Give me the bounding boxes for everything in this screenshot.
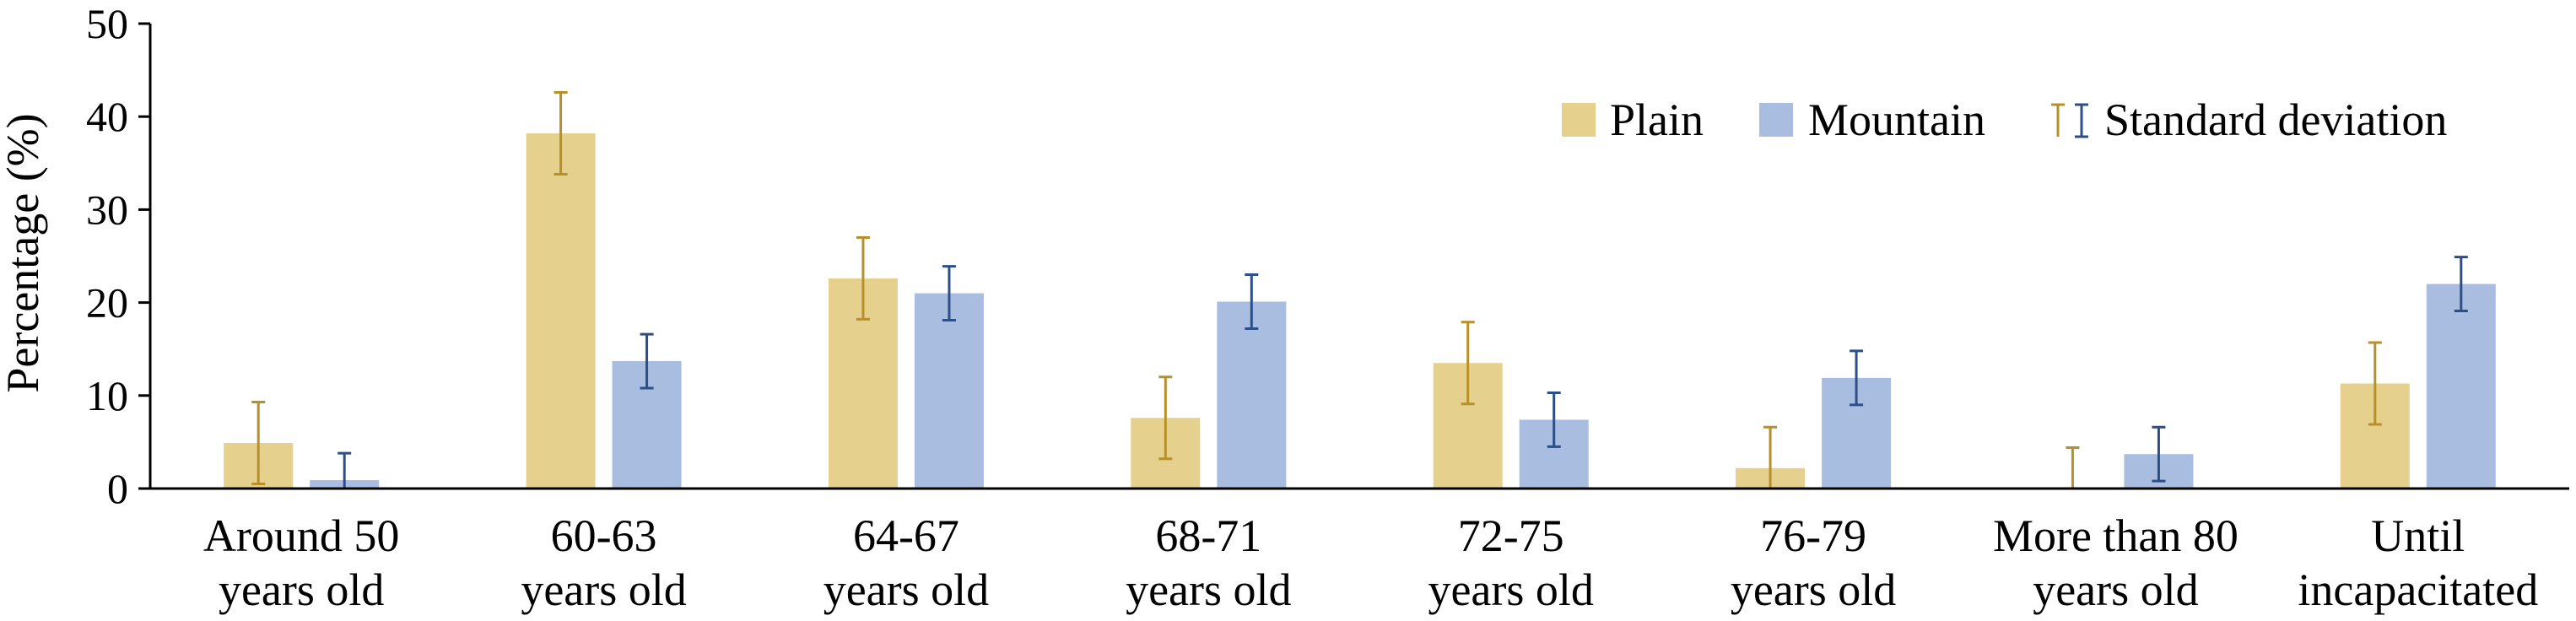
legend-error-icon-plain [2051, 103, 2065, 137]
error-bar-plain [1461, 321, 1475, 406]
y-axis-label: Percentage (%) [0, 113, 48, 392]
error-bar-mountain [2454, 256, 2468, 313]
y-tick-label: 0 [107, 465, 128, 512]
x-tick-label: years old [1731, 564, 1896, 615]
legend-swatch-plain [1562, 103, 1596, 137]
x-tick-label: 60-63 [551, 510, 657, 561]
y-tick-label: 30 [86, 186, 128, 233]
error-bar-plain [856, 235, 870, 321]
legend-error-icon-mountain [2075, 103, 2088, 138]
x-tick-label: years old [521, 564, 686, 615]
axes [149, 24, 2569, 490]
bar-plain [526, 133, 596, 489]
legend-label-standard-deviation: Standard deviation [2104, 94, 2447, 145]
x-tick-label: years old [824, 564, 989, 615]
legend-label-plain: Plain [1610, 94, 1704, 145]
x-tick-label: years old [1428, 564, 1593, 615]
x-tick-label: years old [1126, 564, 1291, 615]
bar-mountain [2426, 284, 2496, 489]
x-tick-label: Until [2371, 510, 2465, 561]
x-tick-label: incapacitated [2298, 564, 2538, 615]
error-bar-plain [554, 91, 568, 176]
error-bar-mountain [1547, 391, 1561, 448]
error-bar-plain [251, 401, 266, 485]
bar-mountain [1217, 301, 1287, 489]
error-bar-mountain [1850, 349, 1864, 407]
error-bar-mountain [640, 332, 654, 390]
legend-label-mountain: Mountain [1808, 94, 1985, 145]
x-tick-label: years old [219, 564, 384, 615]
x-tick-label: 72-75 [1458, 510, 1564, 561]
y-tick-label: 10 [86, 372, 128, 419]
error-bar-mountain [2152, 425, 2166, 483]
error-bar-mountain [942, 265, 956, 322]
error-bar-plain [2368, 341, 2382, 426]
error-bar-plain [2066, 446, 2080, 489]
error-bar-mountain [1245, 273, 1259, 330]
bars-layer [224, 133, 2496, 489]
error-bar-plain [1763, 425, 1778, 489]
y-tick-label: 50 [86, 0, 128, 47]
error-bars-layer [251, 91, 2468, 489]
x-tick-label: Around 50 [203, 510, 399, 561]
x-tick-label: 64-67 [853, 510, 959, 561]
x-tick-label: 76-79 [1760, 510, 1866, 561]
error-bar-plain [1158, 375, 1173, 461]
y-tick-label: 40 [86, 93, 128, 140]
y-tick-label: 20 [86, 279, 128, 327]
y-ticks: 0 10 20 30 40 50 [86, 0, 150, 512]
x-tick-label: 68-71 [1155, 510, 1261, 561]
legend-swatch-mountain [1759, 103, 1793, 137]
bar-mountain [914, 293, 984, 489]
x-tick-label: years old [2033, 564, 2198, 615]
legend: Plain Mountain Standard deviation [1562, 94, 2447, 145]
error-bar-mountain [338, 451, 352, 489]
x-tick-label: More than 80 [1993, 510, 2238, 561]
